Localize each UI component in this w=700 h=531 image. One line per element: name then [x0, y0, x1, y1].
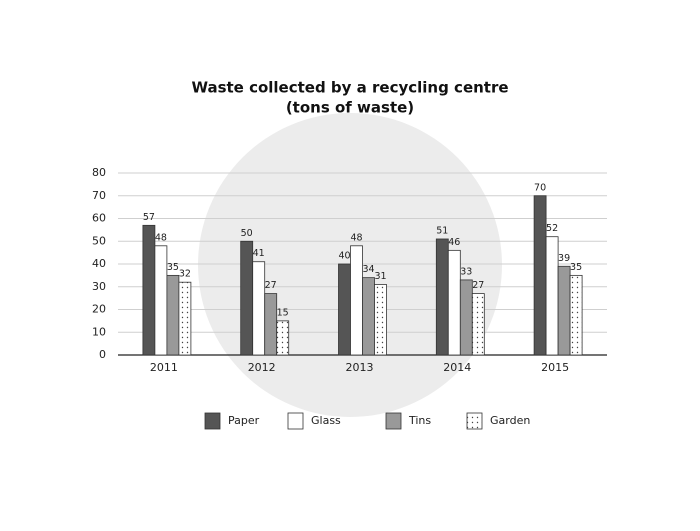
bar	[350, 245, 363, 356]
value-label: 32	[179, 269, 191, 280]
legend-swatch	[204, 412, 221, 430]
bar	[557, 265, 571, 356]
bar	[142, 224, 156, 356]
value-label: 27	[265, 280, 277, 291]
bar	[447, 249, 461, 356]
bar	[459, 279, 473, 356]
value-label: 57	[143, 212, 155, 223]
x-tick-label: 2015	[541, 361, 569, 374]
bar	[276, 320, 290, 356]
bar	[471, 293, 485, 356]
value-label: 40	[338, 251, 350, 262]
legend-swatch	[287, 412, 304, 430]
value-label: 15	[277, 307, 289, 318]
bar	[569, 274, 583, 356]
y-tick-label: 20	[92, 303, 106, 316]
value-label: 48	[155, 232, 167, 243]
bar	[362, 277, 375, 356]
value-label: 41	[253, 248, 265, 259]
x-tick-label: 2014	[443, 361, 471, 374]
value-label: 48	[350, 232, 362, 243]
x-tick-label: 2011	[150, 361, 178, 374]
legend-swatch	[385, 412, 402, 430]
value-label: 33	[460, 266, 472, 277]
value-label: 52	[546, 223, 558, 234]
value-label: 27	[472, 280, 484, 291]
chart-subtitle: (tons of waste)	[286, 99, 414, 117]
y-tick-label: 0	[99, 348, 106, 361]
value-label: 39	[558, 253, 570, 264]
y-tick-label: 30	[92, 280, 106, 293]
value-label: 51	[436, 225, 448, 236]
bar	[545, 236, 559, 356]
legend-label: Tins	[408, 414, 431, 427]
y-tick-label: 60	[92, 212, 106, 225]
value-label: 70	[534, 182, 546, 193]
y-tick-label: 50	[92, 234, 106, 247]
x-tick-label: 2013	[346, 361, 374, 374]
value-label: 46	[448, 237, 460, 248]
bar	[374, 284, 387, 356]
value-label: 34	[362, 264, 374, 275]
bar	[154, 245, 168, 356]
value-label: 35	[167, 262, 179, 273]
y-tick-label: 40	[92, 257, 106, 270]
bar	[435, 238, 449, 356]
x-tick-label: 2012	[248, 361, 276, 374]
y-tick-label: 80	[92, 166, 106, 179]
legend-swatch	[466, 412, 483, 430]
value-label: 31	[374, 271, 386, 282]
bar	[240, 240, 254, 356]
bar	[338, 263, 351, 356]
bar	[533, 195, 547, 356]
y-tick-label: 10	[92, 325, 106, 338]
legend-label: Garden	[490, 414, 530, 427]
value-label: 35	[570, 262, 582, 273]
chart-title: Waste collected by a recycling centre	[191, 79, 508, 97]
bar	[178, 281, 192, 356]
y-tick-label: 70	[92, 189, 106, 202]
legend-label: Paper	[228, 414, 260, 427]
legend-label: Glass	[311, 414, 341, 427]
value-label: 50	[241, 228, 253, 239]
bar	[264, 293, 278, 356]
bar	[252, 261, 266, 356]
bar	[166, 274, 180, 356]
